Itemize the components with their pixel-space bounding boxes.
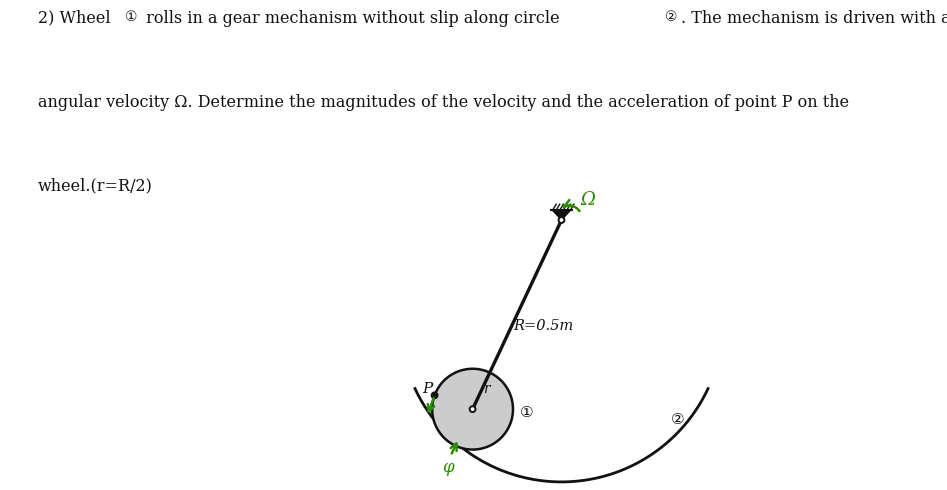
Text: Ω: Ω: [581, 192, 595, 209]
Text: wheel.(r=R/2): wheel.(r=R/2): [38, 177, 152, 195]
Text: ②: ②: [670, 413, 684, 427]
Text: 2) Wheel: 2) Wheel: [38, 10, 116, 27]
Text: angular velocity Ω. Determine the magnitudes of the velocity and the acceleratio: angular velocity Ω. Determine the magnit…: [38, 94, 849, 111]
Text: rolls in a gear mechanism without slip along circle: rolls in a gear mechanism without slip a…: [141, 10, 565, 27]
Text: . The mechanism is driven with a constant: . The mechanism is driven with a constan…: [681, 10, 947, 27]
Circle shape: [470, 406, 475, 412]
Text: ①: ①: [125, 10, 137, 24]
Text: R=0.5m: R=0.5m: [513, 318, 574, 333]
Circle shape: [432, 369, 513, 450]
Text: ②: ②: [665, 10, 677, 24]
Text: P: P: [422, 382, 433, 396]
Text: φ: φ: [442, 459, 455, 476]
Circle shape: [432, 392, 438, 398]
Circle shape: [559, 217, 564, 223]
Polygon shape: [553, 210, 570, 220]
Text: r: r: [483, 382, 490, 395]
Text: ①: ①: [520, 405, 533, 420]
